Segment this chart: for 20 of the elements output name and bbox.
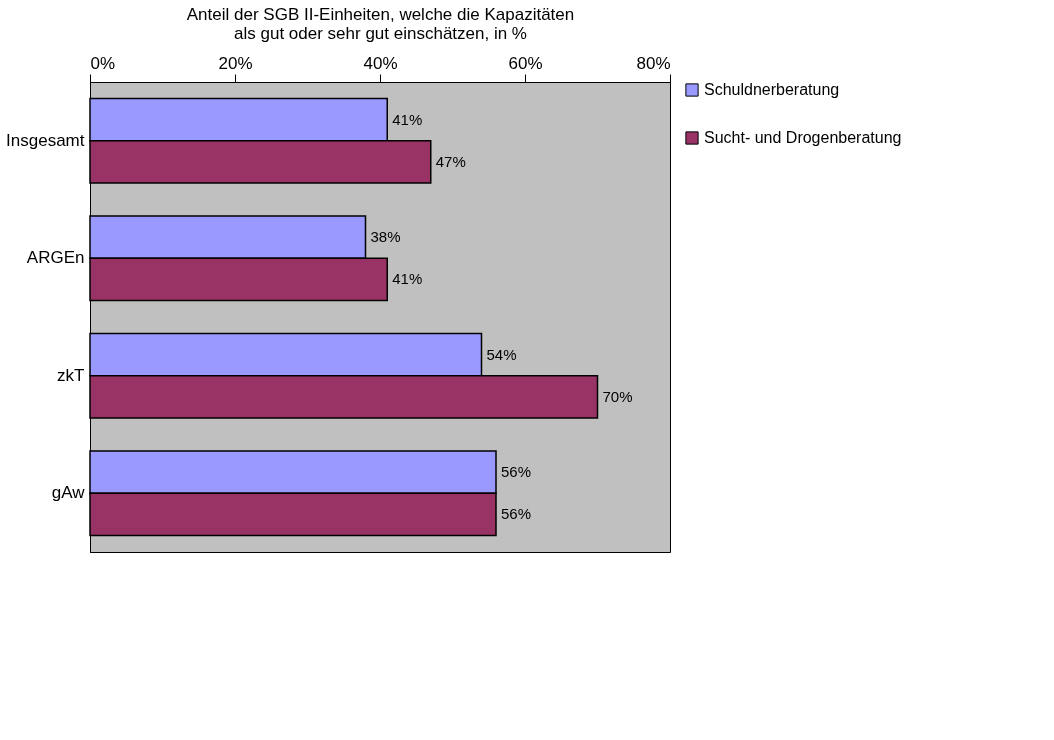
data-label: 54% xyxy=(486,345,517,363)
data-label: 47% xyxy=(435,152,466,170)
x-tick-label: 20% xyxy=(218,53,253,73)
x-tick-label: 40% xyxy=(363,53,398,73)
data-label: 38% xyxy=(370,228,401,246)
y-tick-label: gAw xyxy=(51,483,86,503)
x-tick-label: 60% xyxy=(508,53,543,73)
x-axis-title: Anteil der SGB II-Einheiten, welche die Kapazitäten als gut oder sehr gut einschätzen, in % xyxy=(186,4,575,43)
y-tick-label: Insgesamt xyxy=(6,130,85,150)
data-label: 70% xyxy=(602,387,633,405)
y-tick-label: ARGEn xyxy=(26,248,85,268)
x-tick-label: 0% xyxy=(90,53,116,73)
data-label: 41% xyxy=(392,270,423,288)
x-tick-label: 80% xyxy=(636,53,671,73)
data-label: 56% xyxy=(501,505,532,523)
data-label: 56% xyxy=(501,463,532,481)
legend-label: Sucht- und Drogenberatung xyxy=(704,129,902,146)
y-tick-label: zkT xyxy=(57,365,85,385)
legend-label: Schuldnerberatung xyxy=(704,81,840,98)
data-label: 41% xyxy=(392,110,423,128)
